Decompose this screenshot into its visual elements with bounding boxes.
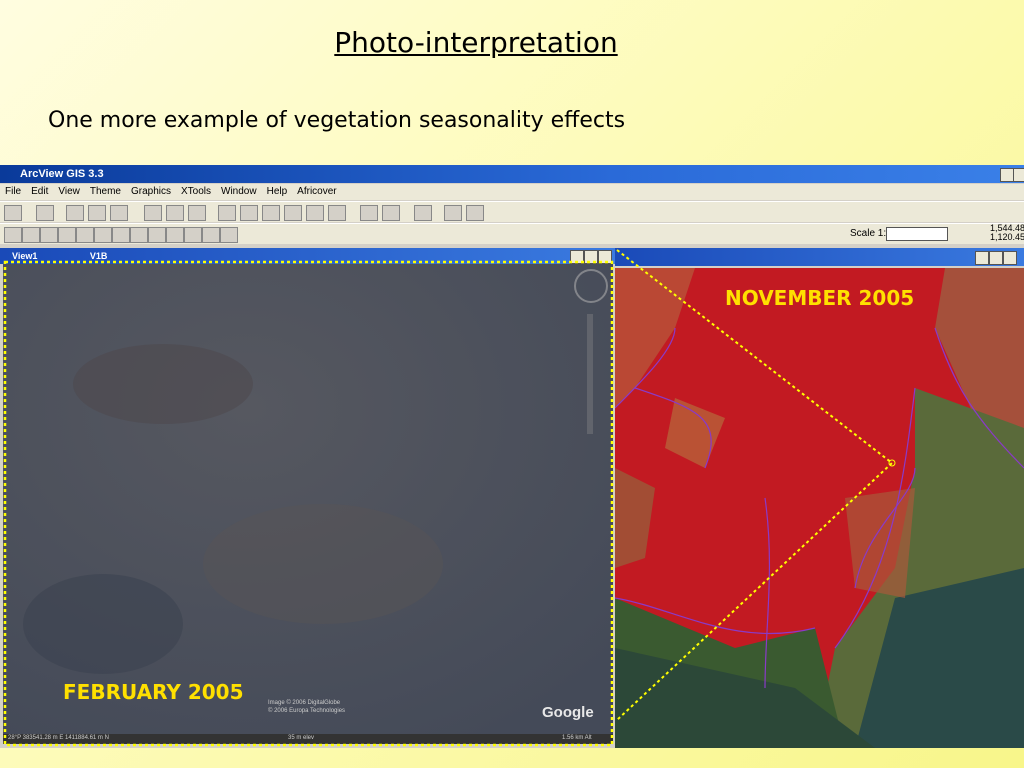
- status-alt: 1.56 km Alt: [562, 735, 592, 741]
- maximize-button[interactable]: [1013, 168, 1024, 182]
- window-titlebar: ArcView GIS 3.3: [0, 165, 1024, 183]
- tab[interactable]: V1B: [89, 251, 108, 261]
- pointer-dot: [888, 459, 896, 467]
- toolbar-button[interactable]: [284, 205, 302, 221]
- toolbar-button[interactable]: [188, 205, 206, 221]
- toolbar-button[interactable]: [58, 227, 76, 243]
- toolbar-button[interactable]: [94, 227, 112, 243]
- toolbar-button[interactable]: [218, 205, 236, 221]
- menu-item[interactable]: Window: [221, 186, 257, 197]
- toolbar-button[interactable]: [88, 205, 106, 221]
- toolbar-button[interactable]: [4, 227, 22, 243]
- false-color-image: [615, 268, 1024, 748]
- menu-item[interactable]: File: [5, 186, 22, 197]
- image-credit: © 2006 Europa Technologies: [268, 708, 346, 714]
- toolbar-button[interactable]: [130, 227, 148, 243]
- close-button[interactable]: [598, 250, 612, 264]
- menu-item[interactable]: Edit: [31, 186, 49, 197]
- toolbar-button[interactable]: [112, 227, 130, 243]
- toolbar-button[interactable]: [220, 227, 238, 243]
- toolbar-button[interactable]: [36, 205, 54, 221]
- toolbar: [0, 201, 1024, 222]
- menu-item[interactable]: Graphics: [130, 186, 171, 197]
- menu-item[interactable]: Africover: [297, 186, 337, 197]
- view-window: View1 V1B Google Image © 2006 DigitalGlo…: [0, 248, 615, 748]
- toolbar-button[interactable]: [466, 205, 484, 221]
- toolbar-button[interactable]: [144, 205, 162, 221]
- scale-value: 1,544.48: [990, 223, 1024, 233]
- image-date-label: FEBRUARY 2005: [63, 680, 244, 704]
- toolbar-button[interactable]: [328, 205, 346, 221]
- toolbar-button[interactable]: [148, 227, 166, 243]
- image-credit: Image © 2006 DigitalGlobe: [268, 700, 341, 706]
- toolbar-button[interactable]: [360, 205, 378, 221]
- menu-bar: File Edit View Theme Graphics XTools Window Hel…: [0, 184, 1024, 200]
- menu-item[interactable]: View: [58, 186, 80, 197]
- view-tabs: View1 V1B: [0, 248, 615, 264]
- status-elev: 35 m elev: [288, 735, 315, 741]
- tab[interactable]: View1: [12, 251, 38, 261]
- toolbar-button[interactable]: [202, 227, 220, 243]
- scale-input[interactable]: [886, 227, 948, 241]
- screenshot: ArcView GIS 3.3 File Edit View Theme Graphic…: [0, 165, 1024, 748]
- toolbar-button[interactable]: [382, 205, 400, 221]
- slide-subtitle: One more example of vegetation seasonali…: [48, 108, 626, 133]
- toolbar-button[interactable]: [166, 227, 184, 243]
- toolbar-button[interactable]: [306, 205, 324, 221]
- toolbar-button[interactable]: [110, 205, 128, 221]
- toolbar-button[interactable]: [4, 205, 22, 221]
- maximize-button[interactable]: [584, 250, 598, 264]
- toolbar-button[interactable]: [184, 227, 202, 243]
- view-titlebar: [615, 248, 1024, 266]
- toolbar-button[interactable]: [66, 205, 84, 221]
- toolbar-button[interactable]: [76, 227, 94, 243]
- minimize-button[interactable]: [975, 251, 989, 265]
- slide-title: Photo-interpretation: [334, 26, 618, 59]
- menu-item[interactable]: XTools: [181, 186, 212, 197]
- toolbar-button[interactable]: [40, 227, 58, 243]
- toolbar-button[interactable]: [414, 205, 432, 221]
- close-button[interactable]: [1003, 251, 1017, 265]
- image-date-label: NOVEMBER 2005: [725, 286, 915, 310]
- status-coords: 28°P 383541.28 m E 1411884.61 m N: [8, 735, 109, 741]
- toolbar: [0, 223, 1024, 244]
- pointer-lines: [616, 249, 894, 721]
- view-window: [615, 248, 1024, 748]
- highlight-box: [3, 260, 614, 747]
- scale-value: 1,120.45: [990, 232, 1024, 242]
- toolbar-button[interactable]: [262, 205, 280, 221]
- maximize-button[interactable]: [989, 251, 1003, 265]
- scale-label: Scale 1:: [850, 228, 887, 239]
- toolbar-button[interactable]: [444, 205, 462, 221]
- satellite-image: [3, 264, 613, 744]
- menu-item[interactable]: Help: [266, 186, 288, 197]
- menu-item[interactable]: Theme: [89, 186, 121, 197]
- toolbar-button[interactable]: [22, 227, 40, 243]
- google-logo: Google: [542, 704, 594, 721]
- toolbar-button[interactable]: [166, 205, 184, 221]
- toolbar-button[interactable]: [240, 205, 258, 221]
- minimize-button[interactable]: [570, 250, 584, 264]
